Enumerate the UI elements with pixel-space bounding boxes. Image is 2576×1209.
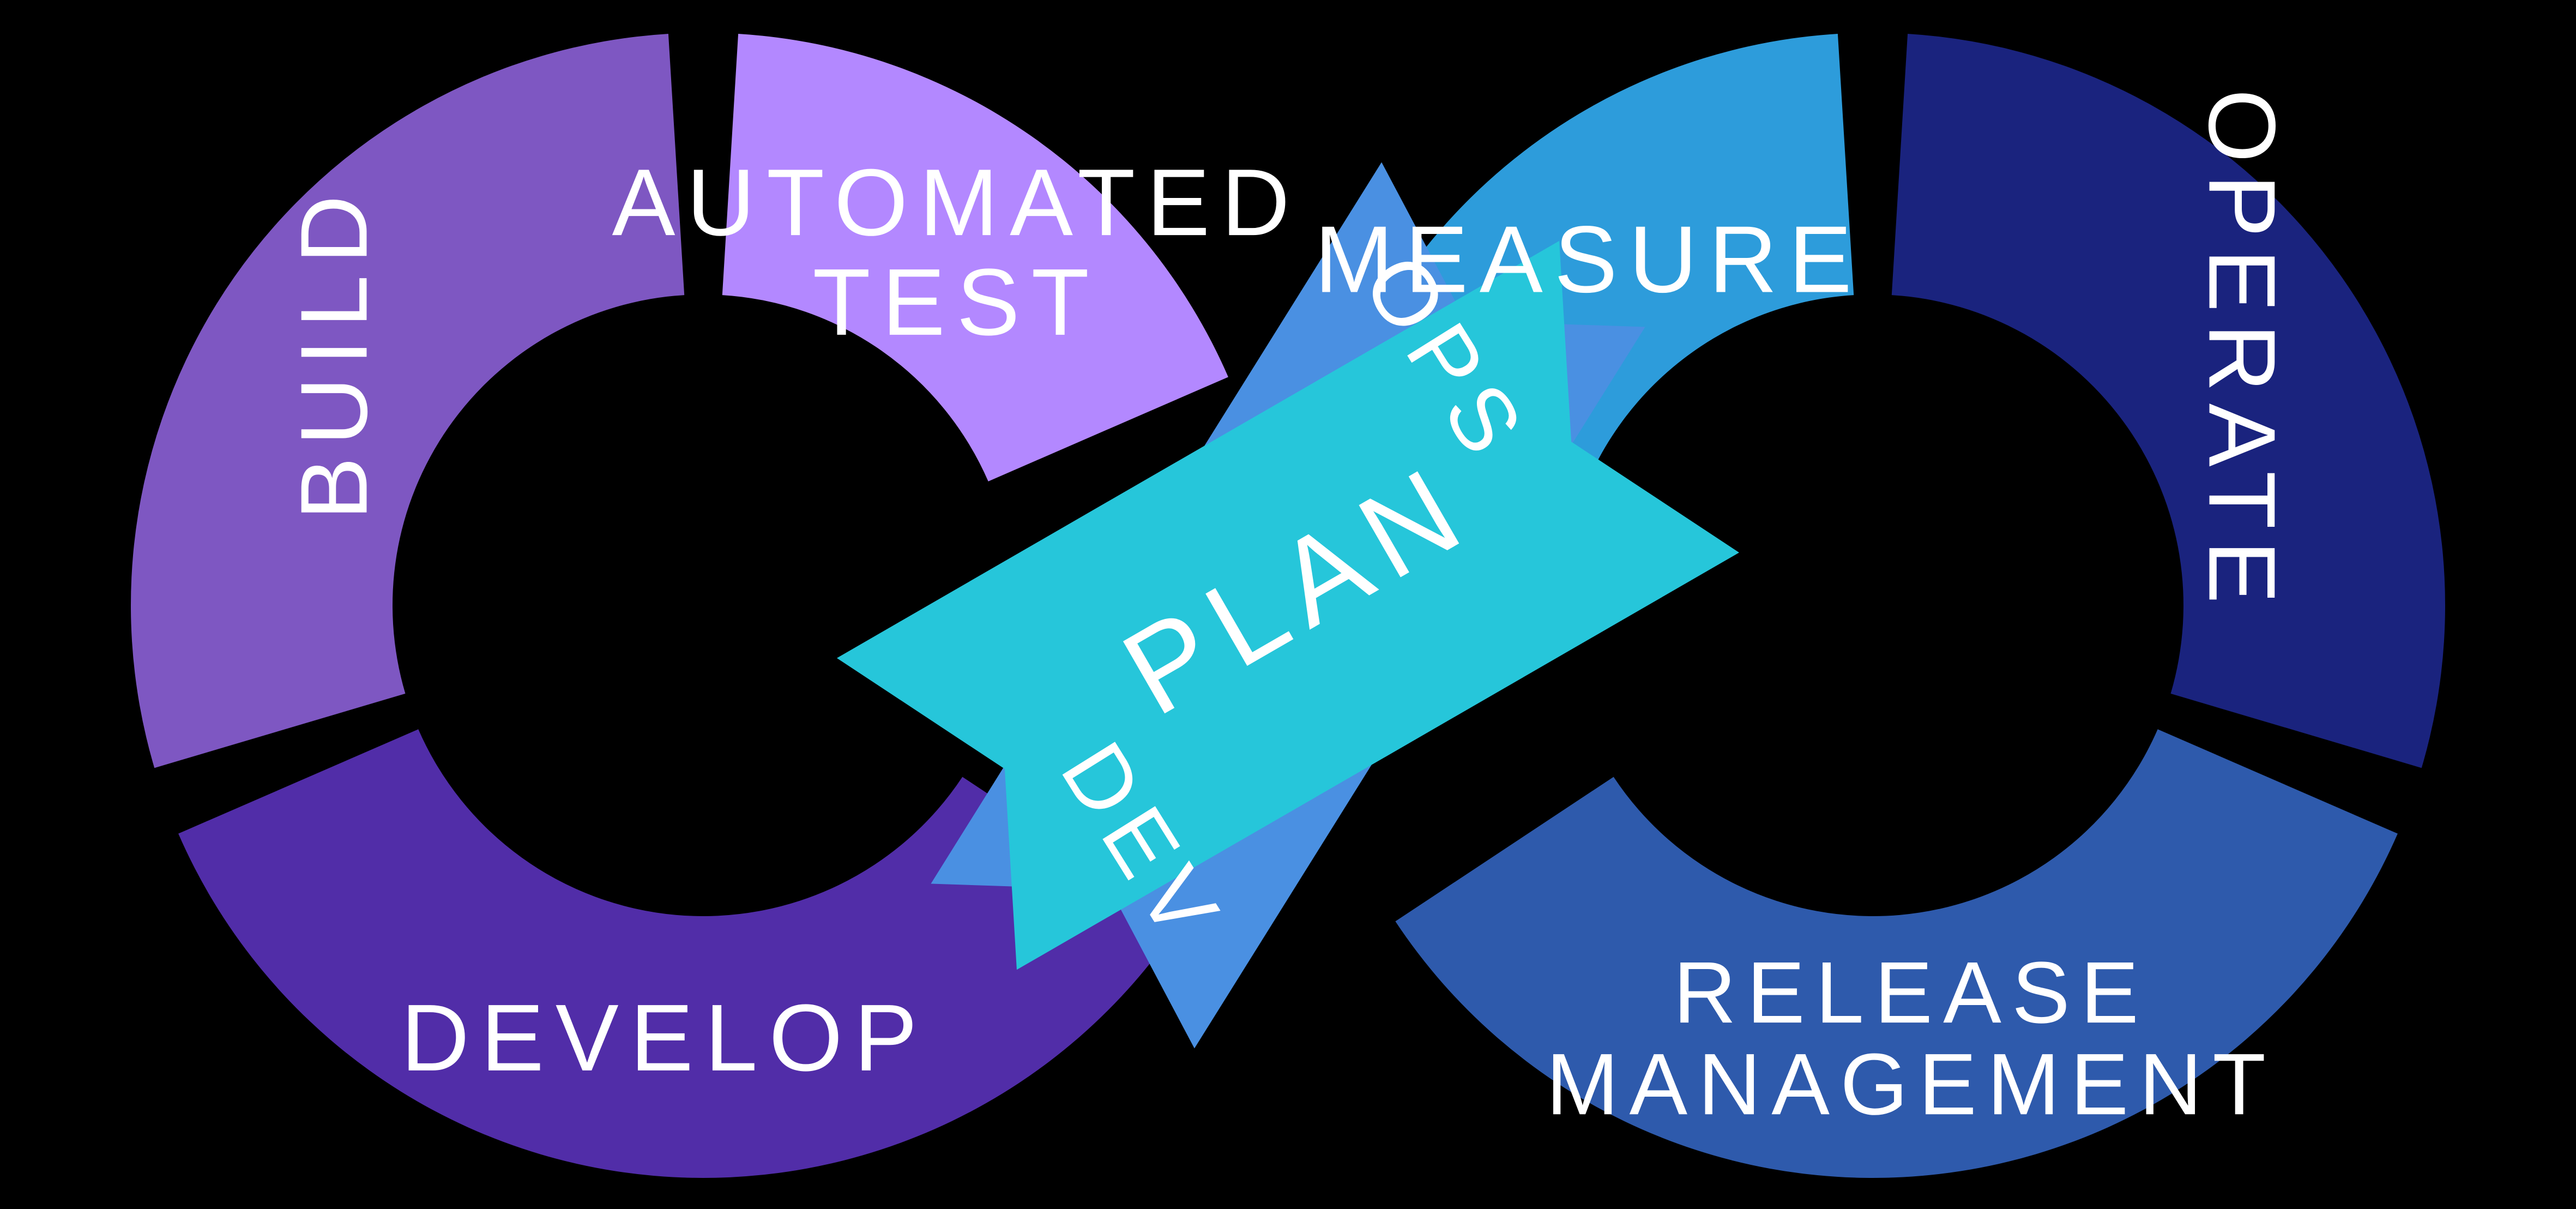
label-automated_test-text: AUTOMATED (612, 149, 1301, 255)
label-develop: DEVELOP (401, 984, 928, 1091)
label-release_management-text: RELEASE (1673, 943, 2149, 1041)
label-build-text: BUILD (280, 184, 387, 520)
label-operate: OPERATE (2189, 89, 2296, 615)
label-operate-text: OPERATE (2189, 89, 2296, 615)
devops-infinity-diagram: DEVELOP BUILD AUTOMATEDTEST RELEASEMANAGEME… (0, 0, 2576, 1209)
label-release_management-text: MANAGEMENT (1546, 1035, 2276, 1133)
label-build: BUILD (280, 184, 387, 520)
label-automated_test-text: TEST (812, 249, 1100, 355)
label-develop-text: DEVELOP (401, 984, 928, 1091)
